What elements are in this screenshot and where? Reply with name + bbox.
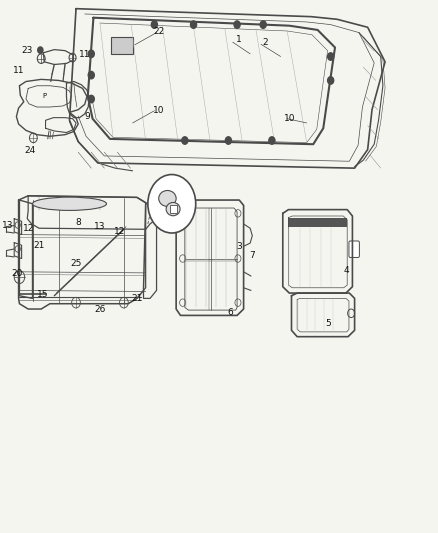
Ellipse shape [32,197,106,211]
Text: 15: 15 [37,290,48,299]
Text: P: P [42,93,47,99]
Text: 7: 7 [249,252,255,260]
Text: 3: 3 [237,242,242,251]
Text: 10: 10 [153,106,165,115]
Text: 11: 11 [79,50,91,59]
Text: 23: 23 [21,46,33,55]
Circle shape [88,71,94,79]
Text: 26: 26 [94,305,106,314]
Circle shape [38,47,43,53]
Text: 18: 18 [170,214,182,223]
Text: 13: 13 [2,221,14,230]
Circle shape [152,21,157,28]
Circle shape [182,137,188,144]
Circle shape [260,21,266,28]
Text: 25: 25 [71,259,82,268]
FancyBboxPatch shape [170,205,177,213]
Circle shape [148,174,196,233]
Ellipse shape [166,203,180,216]
Text: 5: 5 [325,319,332,328]
Circle shape [191,21,197,28]
Circle shape [328,53,334,60]
Text: 21: 21 [131,294,143,303]
Circle shape [328,77,334,84]
Text: 11: 11 [13,67,25,75]
Text: 12: 12 [114,228,125,237]
Text: 2: 2 [262,38,268,47]
Text: 13: 13 [94,222,106,231]
Circle shape [88,50,94,58]
Circle shape [269,137,275,144]
FancyBboxPatch shape [349,241,360,257]
Text: 24: 24 [25,146,36,155]
Text: 10: 10 [283,114,295,123]
FancyBboxPatch shape [289,217,347,227]
Circle shape [88,95,94,103]
FancyBboxPatch shape [111,37,133,54]
Text: 22: 22 [153,27,164,36]
Text: 8: 8 [75,218,81,227]
Text: 4: 4 [343,266,349,274]
Text: 9: 9 [84,112,90,121]
Text: 16: 16 [175,199,186,208]
Circle shape [225,137,231,144]
Text: 20: 20 [11,269,22,278]
Ellipse shape [159,190,176,206]
Text: 6: 6 [228,308,233,317]
Text: 1: 1 [237,35,242,44]
Text: 12: 12 [22,224,34,233]
Text: 21: 21 [33,241,45,251]
Circle shape [234,21,240,28]
